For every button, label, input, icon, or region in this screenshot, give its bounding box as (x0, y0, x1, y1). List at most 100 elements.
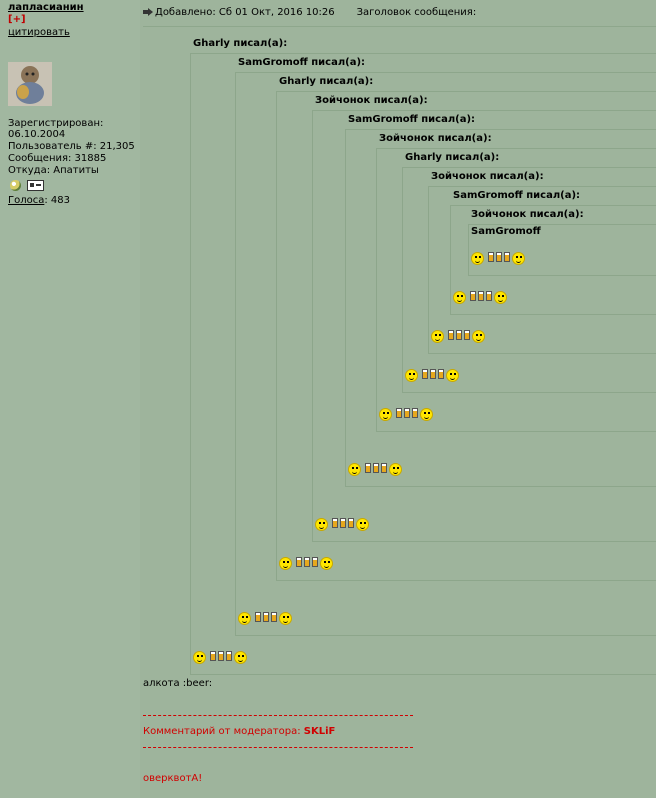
smiley-icon (234, 651, 247, 664)
quote-header-divider (312, 110, 656, 111)
smiley-icon (356, 518, 369, 531)
post-date: Добавлено: Сб 01 Окт, 2016 10:26 (155, 7, 335, 18)
author-panel: лапласианин [+] цитировать Зарегистриров… (0, 0, 140, 798)
smiley-icon (389, 463, 402, 476)
beer-icon (304, 557, 310, 567)
quote-header-divider (428, 186, 656, 187)
quote-link[interactable]: цитировать (8, 27, 70, 38)
quote-header: SamGromoff писал(а): (453, 190, 581, 201)
smiley-icon (320, 557, 333, 570)
author-icons (10, 180, 47, 192)
moderator-label: Комментарий от модератора: (143, 726, 301, 737)
smiley-icon (279, 557, 292, 570)
beer-icon (412, 408, 418, 418)
post-count: Сообщения: 31885 (8, 153, 107, 164)
quote-header-divider (190, 53, 656, 54)
expand-author-button[interactable]: [+] (8, 14, 26, 25)
beer-icon (348, 518, 354, 528)
votes: Голоса: 483 (8, 195, 70, 206)
beer-icon (470, 291, 476, 301)
quote-header: SamGromoff писал(а): (348, 114, 476, 125)
quote-header-divider (276, 91, 656, 92)
smiley-icon (379, 408, 392, 421)
smiley-icon (453, 291, 466, 304)
beer-icon (271, 612, 277, 622)
subject-label: Заголовок сообщения: (356, 7, 477, 18)
status-icon (10, 180, 21, 191)
beer-icon (365, 463, 371, 473)
moderator-divider-top (143, 715, 413, 716)
votes-link[interactable]: Голоса (8, 195, 45, 206)
author-name[interactable]: лапласианин (8, 2, 84, 13)
smiley-icon (471, 252, 484, 265)
quote-header: Gharly писал(а): (193, 38, 288, 49)
quote-block (235, 72, 656, 636)
quote-header-divider (235, 72, 656, 73)
beer-icon (456, 330, 462, 340)
user-number: Пользователь #: 21,305 (8, 141, 135, 152)
beer-icon (422, 369, 428, 379)
moderator-name: SKLiF (303, 726, 336, 737)
quote-block (450, 205, 656, 315)
quote-block (376, 148, 656, 432)
innermost-quote-text: SamGromoff (471, 226, 541, 237)
beer-icon (504, 252, 510, 262)
votes-value: : 483 (44, 195, 70, 206)
quote-header-divider (402, 167, 656, 168)
quote-header: Зойчонок писал(а): (471, 209, 584, 220)
smiley-icon (472, 330, 485, 343)
quote-block (276, 91, 656, 581)
smiley-icon (420, 408, 433, 421)
quote-block (190, 53, 656, 675)
quote-header: Зойчонок писал(а): (379, 133, 492, 144)
quote-header: Gharly писал(а): (405, 152, 500, 163)
quote-block (345, 129, 656, 487)
quote-block (312, 110, 656, 542)
registered-date: 06.10.2004 (8, 129, 66, 140)
post-body: алкота :beer: (143, 678, 213, 689)
smiley-icon (315, 518, 328, 531)
smiley-icon (405, 369, 418, 382)
beer-icon (373, 463, 379, 473)
beer-icon (464, 330, 470, 340)
quote-header-divider (345, 129, 656, 130)
header-divider (143, 26, 656, 27)
registered-label: Зарегистрирован: (8, 118, 104, 129)
avatar (8, 62, 52, 106)
beer-icon (210, 651, 216, 661)
beer-icon (332, 518, 338, 528)
beer-icon (478, 291, 484, 301)
beer-icon (218, 651, 224, 661)
location: Откуда: Апатиты (8, 165, 99, 176)
smiley-icon (238, 612, 251, 625)
smiley-icon (193, 651, 206, 664)
beer-icon (255, 612, 261, 622)
quote-header-divider (376, 148, 656, 149)
beer-icon (496, 252, 502, 262)
beer-icon (340, 518, 346, 528)
moderator-comment: Комментарий от модератора: SKLiF (143, 726, 335, 737)
beer-icon (263, 612, 269, 622)
beer-icon (312, 557, 318, 567)
beer-icon (396, 408, 402, 418)
beer-icon (438, 369, 444, 379)
smiley-icon (494, 291, 507, 304)
beer-icon (486, 291, 492, 301)
quote-header: Зойчонок писал(а): (315, 95, 428, 106)
quote-block (428, 186, 656, 354)
quote-header: Зойчонок писал(а): (431, 171, 544, 182)
quote-header: SamGromoff писал(а): (238, 57, 366, 68)
moderator-divider-bottom (143, 747, 413, 748)
smiley-icon (279, 612, 292, 625)
post-link-icon[interactable] (143, 8, 153, 16)
quote-header: Gharly писал(а): (279, 76, 374, 87)
beer-icon (404, 408, 410, 418)
beer-icon (381, 463, 387, 473)
quote-header-divider (468, 224, 656, 225)
beer-icon (488, 252, 494, 262)
quote-header-divider (450, 205, 656, 206)
smiley-icon (431, 330, 444, 343)
profile-icon[interactable] (27, 180, 45, 191)
quote-block (468, 224, 656, 276)
beer-icon (226, 651, 232, 661)
